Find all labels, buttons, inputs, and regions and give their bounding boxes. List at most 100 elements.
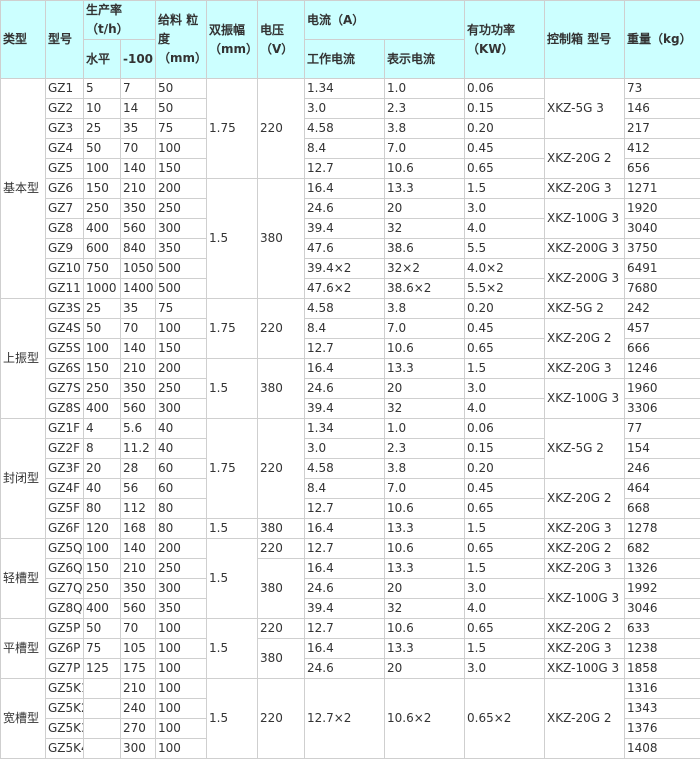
table-row: GZ6Q 150 210 250 380 16.4 13.3 1.5 XKZ-20G 3 1326 [1, 558, 700, 619]
table-cell: 8.4 [304, 138, 386, 159]
table-cell: 40 [83, 478, 121, 499]
table-cell: 250 [83, 198, 121, 219]
table-cell: 16.4 [304, 358, 386, 379]
table-cell: 75 [83, 638, 121, 659]
table-cell: 1.75 [206, 78, 259, 179]
table-cell: 100 [155, 738, 208, 759]
table-cell: GZ5 [45, 158, 84, 179]
table-cell: 12.7 [304, 158, 386, 179]
table-cell: GZ8 [45, 218, 84, 239]
table-cell: 140 [119, 338, 157, 359]
table-cell: 250 [155, 378, 208, 399]
table-cell: 600 [83, 238, 121, 259]
table-cell: 5.5×2 [464, 278, 546, 299]
table-cell: 0.15 [464, 438, 546, 459]
table-cell: 20 [384, 378, 466, 399]
table-cell: 210 [119, 678, 157, 699]
table-cell: XKZ-20G 2 [544, 138, 626, 179]
col-power: 有功功率（KW） [464, 0, 546, 79]
table-cell: 750 [83, 258, 121, 279]
table-cell: 7.0 [384, 318, 466, 339]
table-cell: 1.5 [464, 638, 546, 659]
table-cell: 3306 [624, 398, 700, 419]
table-cell: GZ3 [45, 118, 84, 139]
table-cell: 400 [83, 598, 121, 619]
table-cell: 200 [155, 178, 208, 199]
table-cell: XKZ-200G 3 [544, 238, 626, 259]
table-cell: 4.58 [304, 458, 386, 479]
table-cell: GZ8Q [45, 598, 84, 619]
table-cell: XKZ-20G 2 [544, 678, 626, 759]
table-cell: XKZ-100G 3 [544, 578, 626, 619]
table-cell: 150 [155, 338, 208, 359]
table-cell: XKZ-5G 2 [544, 418, 626, 479]
table-cell: 0.20 [464, 298, 546, 319]
table-cell: 840 [119, 238, 157, 259]
table-cell: 140 [119, 158, 157, 179]
table-cell: 1.5 [206, 618, 259, 679]
table-cell: 20 [384, 658, 466, 679]
col-current: 电流（A） [304, 0, 466, 40]
col-indicator-current: 表示电流 [384, 39, 466, 79]
table-row: 基本型 GZ1 5 7 50 1.75 220 1.34 1.0 0.06 XKZ-5G 3 73 [0, 78, 700, 299]
table-cell: 380 [257, 358, 306, 419]
header-row: 类型 型号 生产率（t/h） 给料 粒度（mm） 双振幅（mm） 电压（V） 电… [0, 0, 700, 79]
table-cell: 47.6×2 [304, 278, 386, 299]
table-cell: 350 [119, 198, 157, 219]
table-cell: GZ10 [45, 258, 84, 279]
table-cell: GZ1F [45, 418, 84, 439]
table-cell: 464 [624, 478, 700, 499]
table-cell: 560 [119, 398, 157, 419]
table-cell: 300 [155, 578, 208, 599]
table-cell: GZ5K1 [45, 678, 84, 699]
table-cell: 32 [384, 218, 466, 239]
col-horizontal: 水平 [83, 39, 121, 79]
table-cell: 12.7 [304, 618, 386, 639]
table-cell: 250 [155, 198, 208, 219]
table-cell: 上振型 [0, 298, 46, 419]
table-cell: 300 [155, 218, 208, 239]
table-cell: 3046 [624, 598, 700, 619]
table-cell: 1.5 [206, 358, 259, 419]
table-cell: GZ6P [45, 638, 84, 659]
table-cell: 封闭型 [0, 418, 46, 539]
table-cell: 16.4 [304, 638, 386, 659]
table-cell: 50 [155, 98, 208, 119]
table-cell: 560 [119, 218, 157, 239]
table-row: GZ6 150 210 200 1.5 380 16.4 13.3 1.5 XKZ-20G 3 12… [1, 178, 700, 299]
table-row: GZ7Q 250 350 300 24.6 20 3.0 XKZ-100G 3 1992 [1, 578, 700, 619]
table-cell: XKZ-20G 3 [544, 558, 626, 579]
table-cell: 200 [155, 358, 208, 379]
table-cell: 380 [257, 638, 306, 679]
table-row: GZ6F 120 168 80 1.5 380 16.4 13.3 1.5 XKZ-20G 3 12… [1, 518, 700, 539]
table-cell: 轻槽型 [0, 538, 46, 619]
table-row: 宽槽型GZ5K12101001.522012.7×210.6×20.65×2XK… [0, 678, 700, 759]
table-cell: 0.15 [464, 98, 546, 119]
table-cell: 125 [83, 658, 121, 679]
table-cell: GZ5F [45, 498, 84, 519]
table-cell: 100 [155, 718, 208, 739]
table-cell: GZ7S [45, 378, 84, 399]
table-cell: 4.0 [464, 598, 546, 619]
table-cell: 0.06 [464, 78, 546, 99]
table-cell: 13.3 [384, 558, 466, 579]
table-cell: GZ5Q [45, 538, 84, 559]
table-cell: 50 [83, 318, 121, 339]
table-cell: 70 [119, 318, 157, 339]
table-cell: 39.4 [304, 218, 386, 239]
table-cell: 1.5 [464, 518, 546, 539]
table-cell: 560 [119, 598, 157, 619]
table-cell: GZ6F [45, 518, 84, 539]
header-subrow: 水平 -100 工作电流 表示电流 [1, 39, 700, 79]
table-cell: 5.6 [119, 418, 157, 439]
table-cell: 47.6 [304, 238, 386, 259]
table-cell: 10 [83, 98, 121, 119]
table-cell: 0.06 [464, 418, 546, 439]
table-cell: GZ4S [45, 318, 84, 339]
table-cell: 39.4 [304, 398, 386, 419]
table-cell: 4.0 [464, 218, 546, 239]
